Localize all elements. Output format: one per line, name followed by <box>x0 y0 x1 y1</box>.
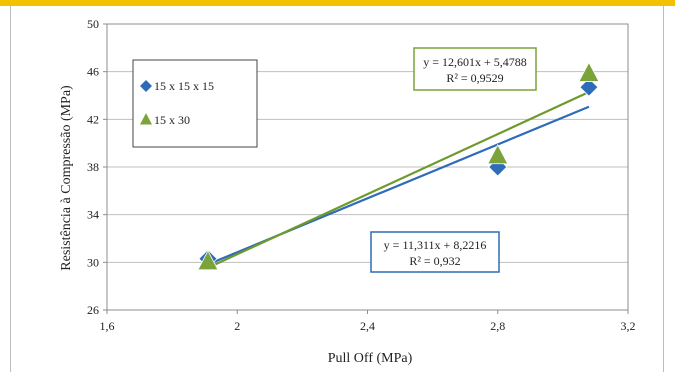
y-tick-label: 30 <box>87 255 99 269</box>
y-tick-label: 26 <box>87 303 99 317</box>
y-tick-label: 34 <box>87 208 99 222</box>
chart-frame <box>10 6 664 372</box>
y-axis-ticks: 26 30 34 38 42 46 50 <box>87 17 107 317</box>
legend-triangle-icon <box>140 113 152 125</box>
legend-label-series-1: 15 x 15 x 15 <box>154 79 214 93</box>
data-point-triangle <box>487 143 509 165</box>
gridlines <box>107 71 628 263</box>
trendlines <box>207 91 590 269</box>
trendline-series-2 <box>207 91 590 269</box>
data-points <box>197 61 600 271</box>
data-point-triangle <box>197 249 219 271</box>
r2-series-1: R² = 0,932 <box>409 254 460 268</box>
x-axis-ticks: 1,6 2 2,4 2,8 3,2 <box>100 310 636 333</box>
legend: 15 x 15 x 15 15 x 30 <box>132 59 258 148</box>
x-tick-label: 2,8 <box>490 319 505 333</box>
legend-item-series-2: 15 x 30 <box>140 113 190 127</box>
legend-item-series-1: 15 x 15 x 15 <box>140 79 214 93</box>
y-axis-label: Resistência à Compressão (MPa) <box>59 85 74 271</box>
x-axis-label: Pull Off (MPa) <box>328 351 413 366</box>
equation-series-2: y = 12,601x + 5,4788 <box>423 55 527 69</box>
x-tick-label: 3,2 <box>621 319 636 333</box>
legend-label-series-2: 15 x 30 <box>154 113 190 127</box>
y-tick-label: 38 <box>87 160 99 174</box>
y-tick-label: 50 <box>87 17 99 31</box>
r2-series-2: R² = 0,9529 <box>446 71 503 85</box>
x-tick-label: 1,6 <box>100 319 115 333</box>
top-accent-bar <box>0 0 675 6</box>
equation-box-series-1: y = 11,311x + 8,2216 R² = 0,932 <box>370 231 500 273</box>
data-point-triangle <box>578 61 600 82</box>
x-tick-label: 2 <box>234 319 240 333</box>
x-tick-label: 2,4 <box>360 319 375 333</box>
legend-diamond-icon <box>140 80 152 92</box>
equation-series-1: y = 11,311x + 8,2216 <box>384 238 487 252</box>
data-point-diamond <box>579 77 599 97</box>
equation-box-series-2: y = 12,601x + 5,4788 R² = 0,9529 <box>413 47 537 91</box>
y-tick-label: 46 <box>87 65 99 79</box>
y-tick-label: 42 <box>87 112 99 126</box>
